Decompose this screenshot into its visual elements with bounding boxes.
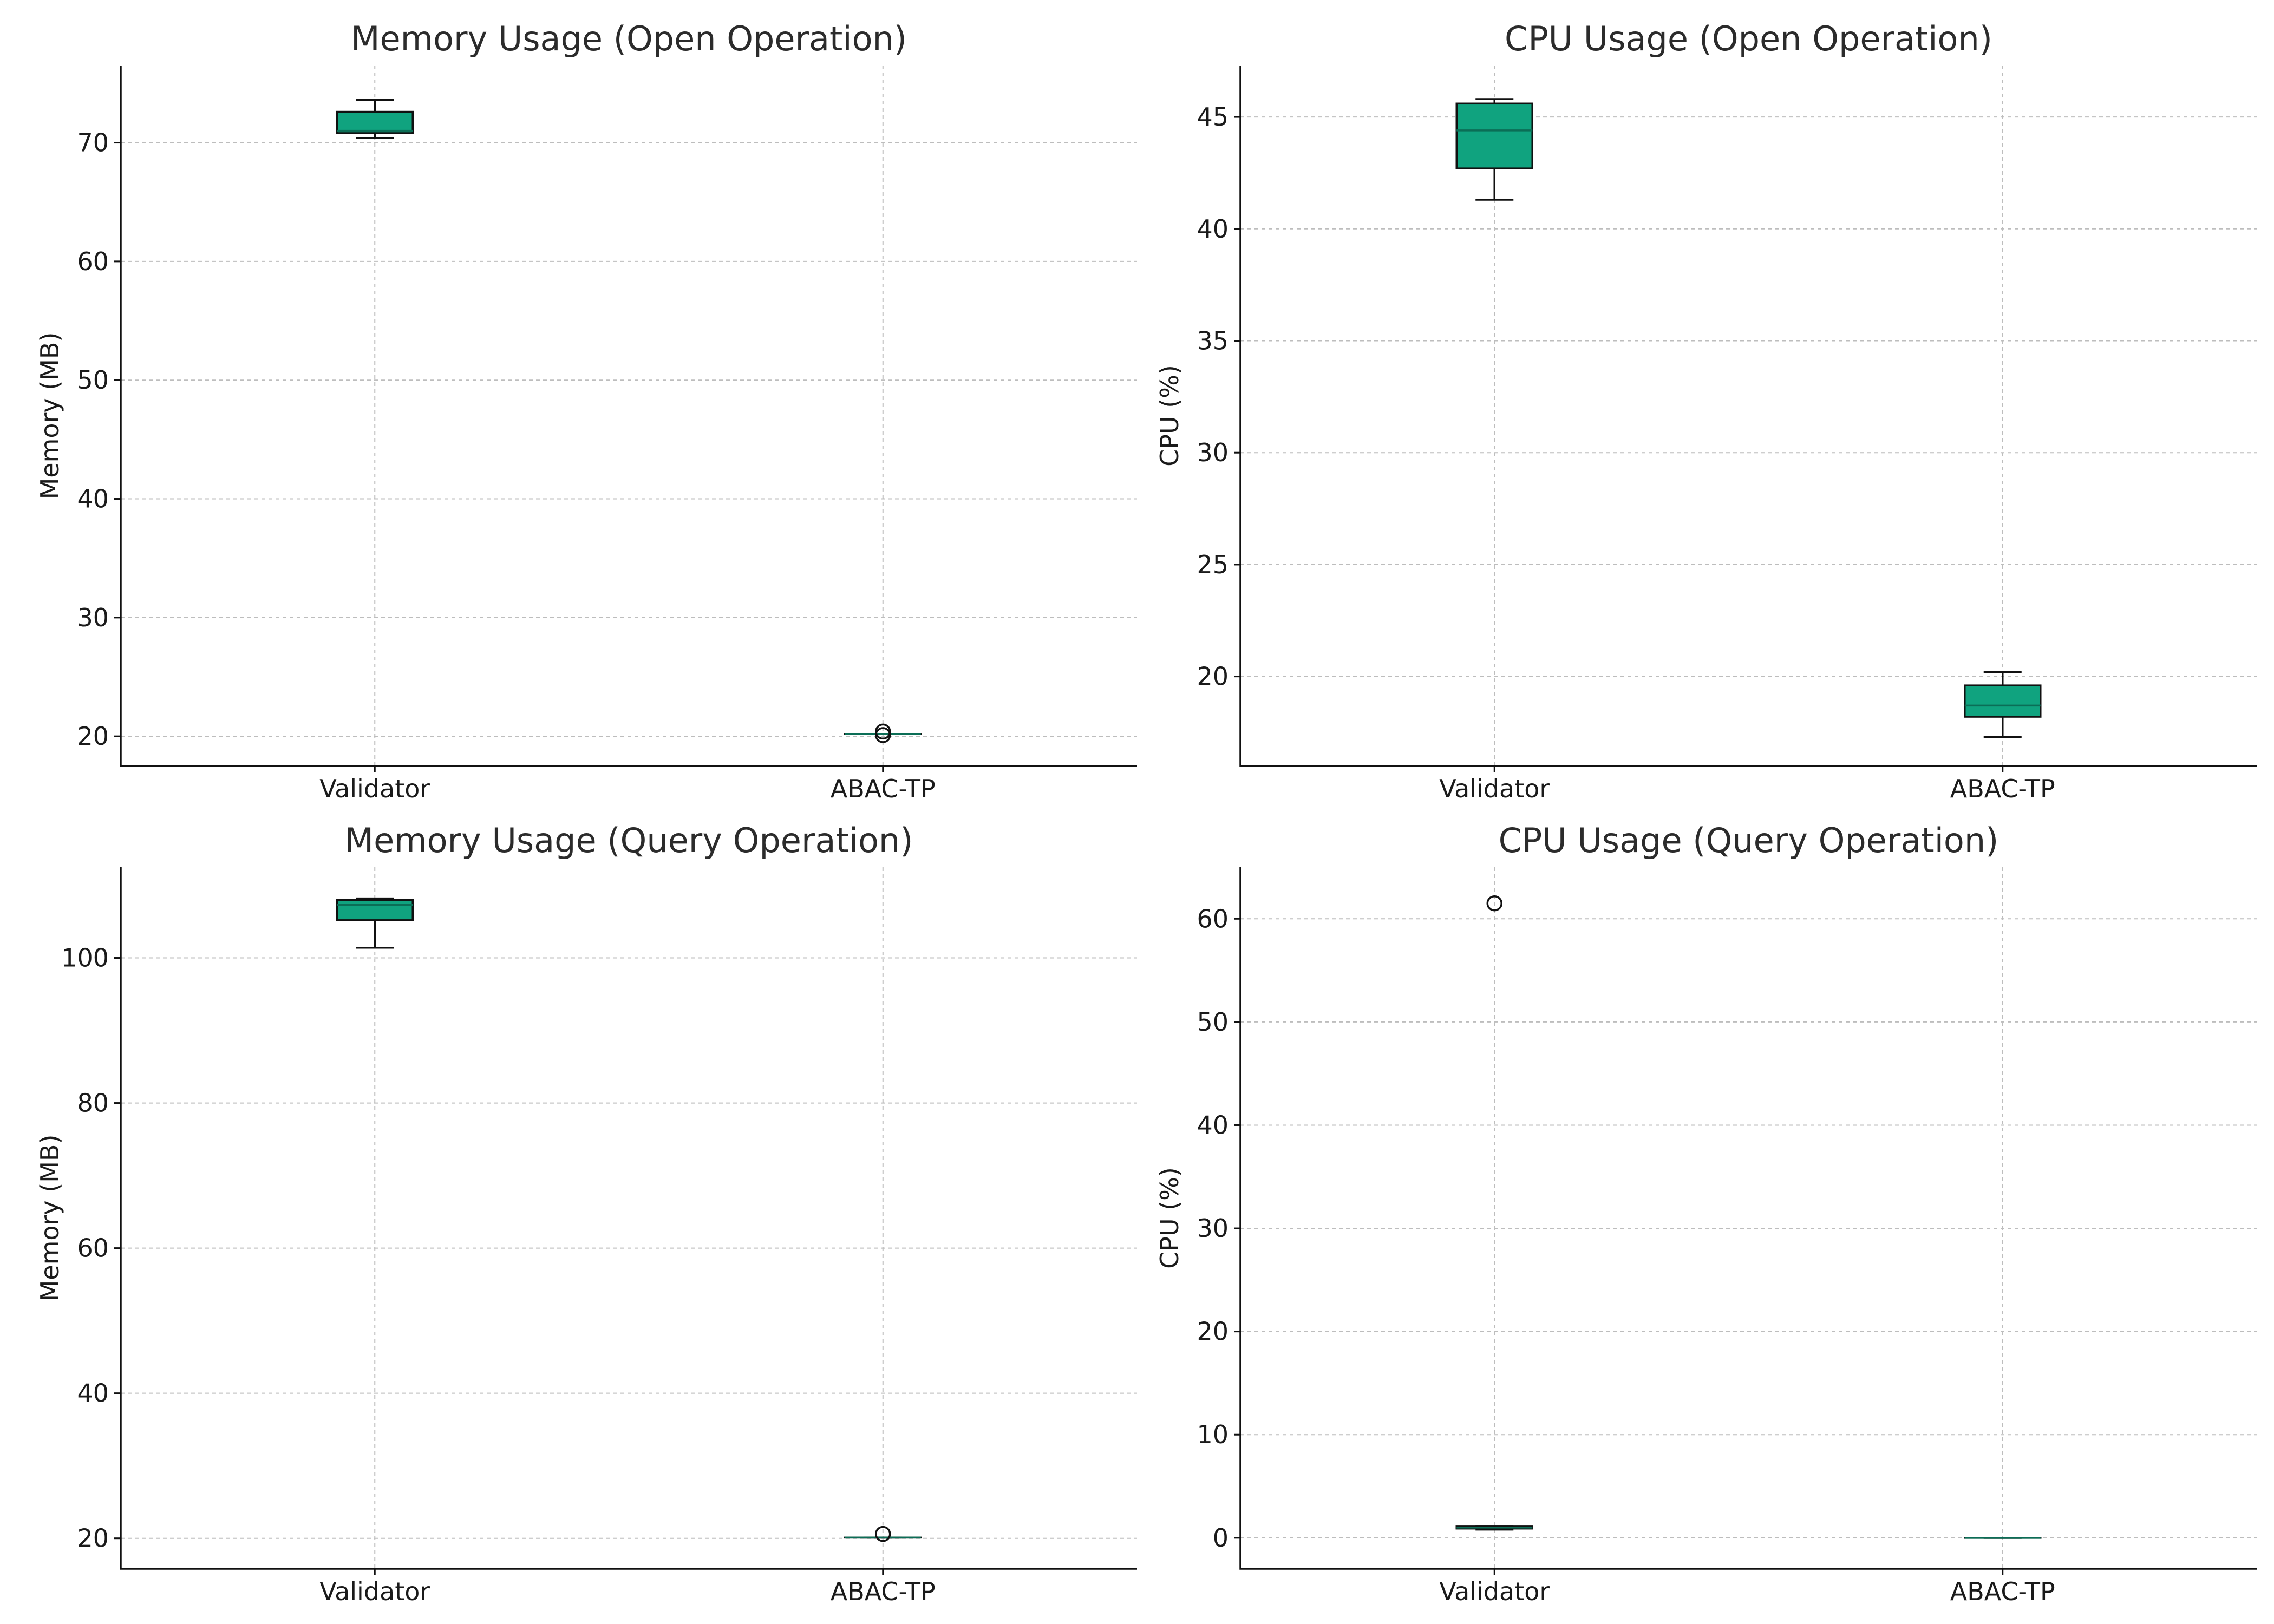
y-tick-label: 10 [1197, 1420, 1229, 1449]
axis-spines [1239, 867, 2257, 1570]
y-tick-label: 40 [1197, 1110, 1229, 1140]
x-tick-label: Validator [1439, 1577, 1550, 1606]
x-tick-label: Validator [1439, 774, 1550, 803]
y-tick-label: 40 [1197, 214, 1229, 244]
iqr-box [336, 110, 414, 134]
y-tick-label: 40 [77, 1379, 109, 1408]
x-tick-label: ABAC-TP [1950, 774, 2055, 803]
y-tick-label: 50 [77, 365, 109, 395]
y-tick-label: 60 [77, 247, 109, 276]
iqr-box [336, 899, 414, 921]
gridlines [121, 867, 1137, 1569]
axis-spines [1239, 66, 2257, 767]
cpu-query-panel: CPU Usage (Query Operation) CPU (%) 0 10 2… [1155, 821, 2257, 1606]
box-group-abac-tp [844, 723, 922, 743]
y-tick-label: 45 [1197, 102, 1229, 132]
y-tick-label: 50 [1197, 1007, 1229, 1037]
gridlines [1240, 867, 2257, 1569]
y-tick-label: 0 [1213, 1523, 1229, 1553]
iqr-box [1964, 684, 2042, 718]
box-group-abac-tp [844, 1525, 922, 1542]
box-group-abac-tp [1964, 671, 2042, 738]
y-tick-label: 80 [77, 1089, 109, 1118]
y-axis-label: CPU (%) [1155, 365, 1184, 467]
x-tick-label: Validator [319, 1577, 430, 1606]
y-tick-label: 30 [1197, 1214, 1229, 1243]
y-tick-label: 20 [1197, 1317, 1229, 1346]
cpu-open-panel: CPU Usage (Open Operation) CPU (%) 20 25 3… [1155, 19, 2257, 803]
gridlines [1240, 66, 2257, 766]
y-tick-label: 60 [77, 1234, 109, 1263]
box-group-validator [1455, 98, 1533, 201]
gridlines [121, 66, 1137, 766]
y-tick-label: 20 [77, 722, 109, 751]
y-tick-label: 20 [1197, 662, 1229, 691]
outlier-point [875, 723, 891, 740]
axis-spines [120, 867, 1137, 1570]
box-group-validator [1455, 895, 1533, 1531]
y-tick-label: 25 [1197, 550, 1229, 579]
x-tick-label: ABAC-TP [1950, 1577, 2055, 1606]
x-tick-label: ABAC-TP [831, 774, 936, 803]
y-tick-label: 30 [1197, 438, 1229, 467]
panel-title: CPU Usage (Open Operation) [1505, 19, 1992, 58]
y-axis-label: Memory (MB) [35, 332, 64, 500]
y-axis-label: Memory (MB) [35, 1135, 64, 1302]
y-tick-label: 60 [1197, 904, 1229, 933]
axis-spines [120, 66, 1137, 767]
y-tick-label: 40 [77, 484, 109, 514]
x-tick-label: ABAC-TP [831, 1577, 936, 1606]
outlier-point [875, 1525, 891, 1542]
box-group-validator [336, 99, 414, 139]
y-tick-label: 30 [77, 603, 109, 632]
x-tick-label: Validator [319, 774, 430, 803]
memory-open-panel: Memory Usage (Open Operation) Memory (MB… [35, 19, 1137, 803]
memory-query-panel: Memory Usage (Query Operation) Memory (M… [35, 821, 1137, 1606]
outlier-point [1486, 895, 1502, 912]
y-tick-label: 20 [77, 1524, 109, 1553]
y-tick-label: 70 [77, 128, 109, 158]
panel-title: CPU Usage (Query Operation) [1499, 821, 1999, 860]
panel-title: Memory Usage (Query Operation) [345, 821, 913, 860]
y-axis-label: CPU (%) [1155, 1167, 1184, 1269]
y-tick-label: 35 [1197, 326, 1229, 356]
panel-title: Memory Usage (Open Operation) [351, 19, 907, 58]
box-group-validator [336, 897, 414, 949]
iqr-box [1455, 102, 1533, 169]
y-tick-label: 100 [61, 944, 109, 973]
